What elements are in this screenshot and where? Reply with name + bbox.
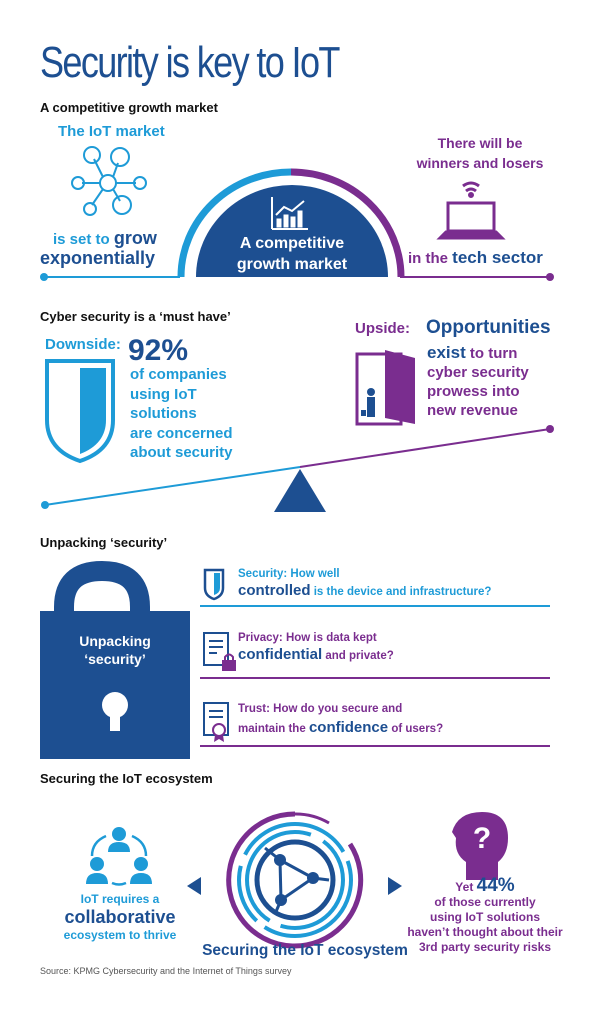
trust-item: Trust: How do you secure and maintain th… (238, 703, 443, 736)
winners-text: There will be winners and losers (410, 133, 550, 173)
upside-line: cyber security (427, 364, 529, 381)
item-em: confidence (308, 719, 389, 736)
downside-label: Downside: (45, 336, 121, 353)
page-title: Security is key to IoT (40, 38, 340, 87)
risk-line: using IoT solutions (430, 910, 540, 924)
upside-line: to turn (469, 345, 518, 362)
yet-label: Yet (455, 880, 474, 894)
growth-arch (40, 168, 554, 281)
opportunities-text: Opportunities (426, 317, 551, 338)
lock-text: Unpacking ‘security’ (40, 632, 190, 668)
upside-text: exist to turn cyber security prowess int… (427, 343, 529, 420)
right-arrow-icon (388, 877, 402, 895)
privacy-item: Privacy: How is data kept confidential a… (238, 632, 394, 663)
item-em: confidential (238, 646, 323, 663)
upside-label: Upside: (355, 320, 411, 337)
downside-line: solutions (130, 405, 197, 422)
shield-icon (45, 359, 115, 464)
left-arrow-icon (187, 877, 201, 895)
exponentially-text: exponentially (40, 248, 156, 268)
network-globe-icon (226, 811, 364, 949)
iot-market-label: The IoT market (58, 123, 165, 140)
network-icon (71, 146, 147, 216)
item-pre: maintain the (238, 723, 306, 735)
collab-line-3: ecosystem to thrive (63, 928, 177, 942)
certificate-icon (203, 702, 229, 742)
percent-92: 92% (128, 334, 189, 367)
source-note: Source: KPMG Cybersecurity and the Inter… (40, 966, 292, 976)
security-shield-icon (203, 568, 225, 601)
tech-pre: in the (408, 250, 448, 267)
upside-line: new revenue (427, 402, 518, 419)
collab-em: collaborative (64, 907, 176, 927)
winners-line-2: winners and losers (416, 155, 544, 171)
collaboration-people-icon (86, 827, 152, 886)
percent-44: 44% (476, 875, 515, 896)
section-heading-cyber: Cyber security is a ‘must have’ (40, 309, 231, 324)
section-heading-ecosystem: Securing the IoT ecosystem (40, 771, 213, 786)
collaborative-text: IoT requires a collaborative ecosystem t… (40, 892, 200, 942)
yet-44-text: Yet 44% of those currently using IoT sol… (400, 875, 570, 955)
risk-line: haven’t thought about their (407, 925, 563, 939)
item-line1: Privacy: How is data kept (238, 632, 377, 644)
growth-center-text: A competitive growth market (196, 233, 388, 275)
tech-sector-text: in the tech sector (408, 248, 543, 268)
winners-line-1: There will be (437, 135, 523, 151)
svg-text:?: ? (473, 822, 491, 855)
chart-icon (271, 197, 308, 230)
door-icon (355, 350, 415, 426)
risk-line: of those currently (434, 895, 536, 909)
risk-line: 3rd party security risks (418, 940, 552, 954)
grow-em: grow (113, 228, 157, 248)
item-rest: of users? (391, 723, 444, 735)
ecosystem-center-label: Securing the IoT ecosystem (202, 942, 408, 959)
divider (200, 677, 550, 679)
tech-em: tech sector (452, 248, 543, 267)
downside-line: using IoT (130, 385, 197, 403)
item-line1: Trust: How do you secure and (238, 703, 403, 715)
section-heading-unpacking: Unpacking ‘security’ (40, 535, 168, 550)
divider (200, 745, 550, 747)
document-lock-icon (203, 632, 236, 671)
divider (200, 605, 550, 607)
lock-line-2: ‘security’ (84, 651, 146, 667)
exist-em: exist (427, 343, 466, 362)
center-line-2: growth market (236, 256, 348, 273)
item-rest: is the device and infrastructure? (313, 586, 492, 598)
grow-pre: is set to (53, 231, 110, 248)
center-line-1: A competitive (239, 235, 345, 252)
downside-line: are concerned (130, 424, 233, 442)
padlock-icon (40, 560, 190, 759)
head-question-icon: ? (452, 812, 508, 880)
lock-line-1: Unpacking (79, 633, 151, 649)
seesaw (41, 425, 554, 512)
upside-line: prowess into (427, 383, 520, 400)
item-rest: and private? (325, 650, 394, 662)
security-item: Security: How well controlled is the dev… (238, 568, 491, 599)
downside-line: about security (130, 444, 233, 461)
collab-line-1: IoT requires a (80, 892, 160, 906)
section-heading-growth: A competitive growth market (40, 100, 218, 115)
grow-text: is set to grow (53, 228, 157, 249)
downside-line: of companies (130, 366, 227, 383)
item-em: controlled (238, 582, 311, 599)
downside-text: of companies using IoT solutions are con… (130, 365, 233, 463)
laptop-wifi-icon (436, 181, 506, 240)
item-line1: Security: How well (238, 568, 340, 580)
